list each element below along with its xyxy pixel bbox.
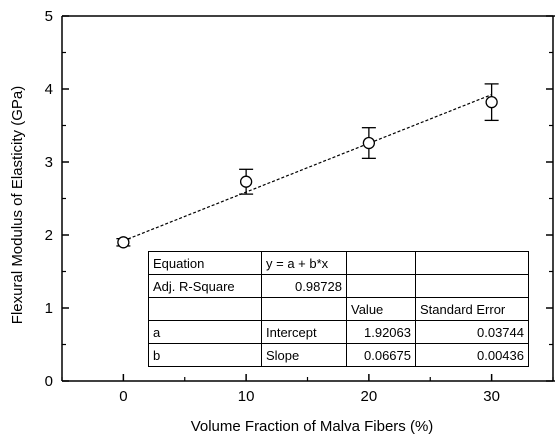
fit-results-table: Equation y = a + b*x Adj. R-Square 0.987… — [148, 251, 529, 367]
empty-cell — [346, 251, 416, 275]
r-square-value: 0.98728 — [261, 274, 347, 298]
empty-cell — [415, 274, 529, 298]
data-point — [239, 175, 253, 188]
fit-line-group — [123, 94, 492, 242]
param-a-row: a Intercept 1.92063 0.03744 — [148, 320, 529, 344]
y-tick-label: 1 — [45, 300, 53, 317]
param-a-value: 1.92063 — [346, 320, 416, 344]
x-ticks: 0 10 20 30 — [61, 374, 554, 405]
param-a-name: Intercept — [261, 320, 347, 344]
equation-row: Equation y = a + b*x — [148, 251, 529, 275]
param-a-standard-error: 0.03744 — [415, 320, 529, 344]
y-tick-label: 3 — [45, 154, 53, 171]
y-tick-label: 0 — [45, 373, 53, 390]
linear-fit-line — [123, 94, 492, 242]
y-tick-label: 2 — [45, 227, 53, 244]
equation-value: y = a + b*x — [261, 251, 347, 275]
r-square-label: Adj. R-Square — [148, 274, 262, 298]
x-tick-label: 20 — [361, 388, 378, 405]
x-tick-label: 30 — [483, 388, 500, 405]
data-point — [485, 95, 498, 109]
x-axis-title: Volume Fraction of Malva Fibers (%) — [191, 418, 434, 435]
header-row: Value Standard Error — [148, 297, 529, 321]
empty-cell — [261, 297, 347, 321]
y-tick-label: 5 — [45, 8, 53, 25]
value-header: Value — [346, 297, 416, 321]
data-point — [362, 136, 376, 150]
empty-cell — [346, 274, 416, 298]
equation-label: Equation — [148, 251, 262, 275]
x-tick-label: 0 — [119, 388, 127, 405]
y-axis-title: Flexural Modulus of Elasticity (GPa) — [9, 86, 26, 324]
y-tick-label: 4 — [45, 81, 53, 98]
param-b-label: b — [148, 343, 262, 367]
param-a-label: a — [148, 320, 262, 344]
data-point — [117, 236, 130, 249]
plot-area — [61, 15, 555, 382]
param-b-value: 0.06675 — [346, 343, 416, 367]
param-b-row: b Slope 0.06675 0.00436 — [148, 343, 529, 367]
empty-cell — [415, 251, 529, 275]
empty-cell — [148, 297, 262, 321]
param-b-standard-error: 0.00436 — [415, 343, 529, 367]
r-square-row: Adj. R-Square 0.98728 — [148, 274, 529, 298]
x-tick-label: 10 — [238, 388, 255, 405]
param-b-name: Slope — [261, 343, 347, 367]
y-ticks: 0 1 2 3 4 5 — [45, 8, 553, 390]
points-group — [116, 83, 499, 249]
standard-error-header: Standard Error — [415, 297, 529, 321]
